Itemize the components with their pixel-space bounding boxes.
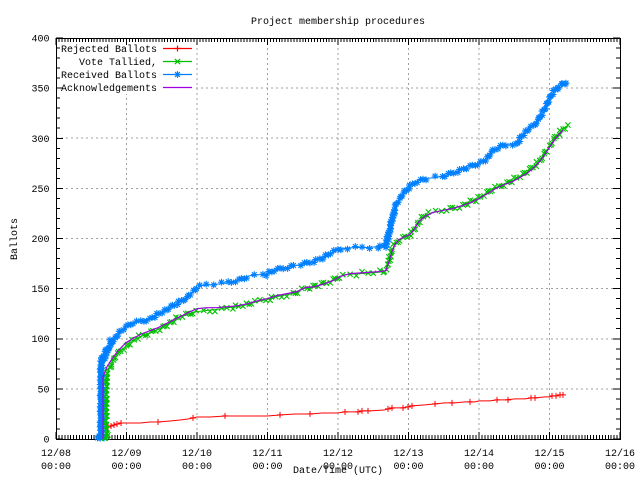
svg-text:150: 150 — [31, 285, 49, 296]
svg-text:12/10: 12/10 — [182, 448, 212, 460]
svg-text:00:00: 00:00 — [41, 462, 71, 473]
svg-text:12/13: 12/13 — [393, 448, 423, 460]
svg-text:12/09: 12/09 — [111, 448, 141, 460]
svg-text:12/11: 12/11 — [252, 448, 282, 460]
svg-text:12/08: 12/08 — [41, 448, 71, 460]
svg-text:400: 400 — [31, 35, 49, 46]
svg-text:Acknowledgements: Acknowledgements — [61, 83, 157, 95]
svg-text:00:00: 00:00 — [534, 462, 564, 473]
svg-text:Rejected Ballots: Rejected Ballots — [61, 44, 157, 56]
svg-text:00:00: 00:00 — [323, 462, 353, 473]
svg-text:00:00: 00:00 — [393, 462, 423, 473]
svg-text:0: 0 — [43, 436, 49, 447]
svg-text:350: 350 — [31, 85, 49, 96]
svg-text:50: 50 — [37, 385, 49, 396]
svg-text:300: 300 — [31, 135, 49, 146]
svg-text:00:00: 00:00 — [182, 462, 212, 473]
svg-text:12/16: 12/16 — [605, 448, 635, 460]
svg-text:00:00: 00:00 — [464, 462, 494, 473]
svg-text:12/15: 12/15 — [534, 448, 564, 460]
svg-text:250: 250 — [31, 185, 49, 196]
svg-text:Date/Time (UTC): Date/Time (UTC) — [293, 465, 383, 477]
svg-text:Ballots: Ballots — [9, 218, 21, 260]
svg-text:200: 200 — [31, 235, 49, 246]
svg-text:Project membership procedures: Project membership procedures — [251, 16, 425, 28]
svg-text:100: 100 — [31, 335, 49, 346]
svg-text:12/14: 12/14 — [464, 448, 494, 460]
svg-text:12/12: 12/12 — [323, 448, 353, 460]
svg-text:00:00: 00:00 — [252, 462, 282, 473]
svg-text:Vote Tallied,: Vote Tallied, — [79, 57, 157, 69]
svg-text:00:00: 00:00 — [111, 462, 141, 473]
svg-text:Received Ballots: Received Ballots — [61, 70, 157, 82]
svg-text:00:00: 00:00 — [605, 462, 635, 473]
